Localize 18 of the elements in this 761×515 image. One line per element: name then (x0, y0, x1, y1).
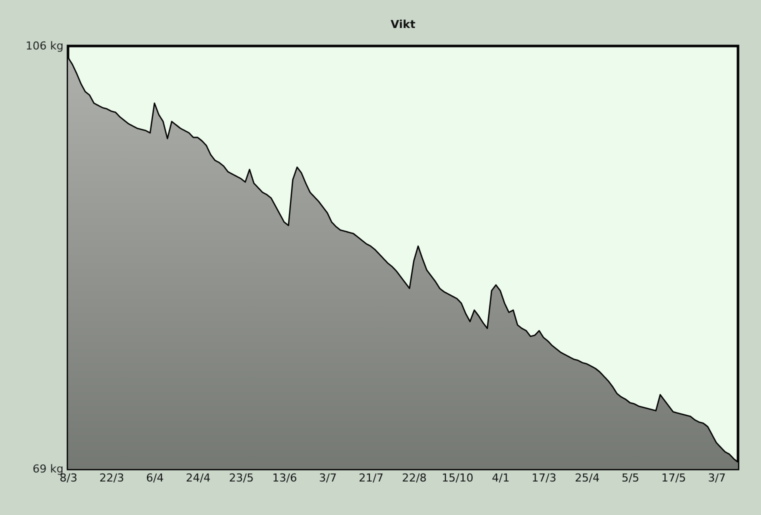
x-tick-label: 3/7 (319, 472, 337, 484)
x-tick-label: 6/4 (146, 472, 164, 484)
x-tick-label: 15/10 (442, 472, 474, 484)
x-tick-label: 3/7 (708, 472, 726, 484)
x-tick-label: 21/7 (358, 472, 384, 484)
x-tick-label: 24/4 (186, 472, 211, 484)
x-tick-label: 5/5 (622, 472, 640, 484)
y-tick-label: 69 kg (32, 462, 64, 476)
x-tick-label: 25/4 (574, 472, 600, 484)
x-tick-label: 17/5 (661, 472, 686, 484)
x-tick-label: 22/8 (402, 472, 427, 484)
x-tick-label: 23/5 (229, 472, 254, 484)
x-tick-label: 22/3 (99, 472, 124, 484)
x-tick-label: 4/1 (492, 472, 510, 484)
x-tick-label: 13/6 (272, 472, 297, 484)
x-tick-label: 17/3 (532, 472, 556, 484)
y-tick-label: 106 kg (26, 40, 64, 52)
chart-title: Vikt (390, 18, 416, 31)
